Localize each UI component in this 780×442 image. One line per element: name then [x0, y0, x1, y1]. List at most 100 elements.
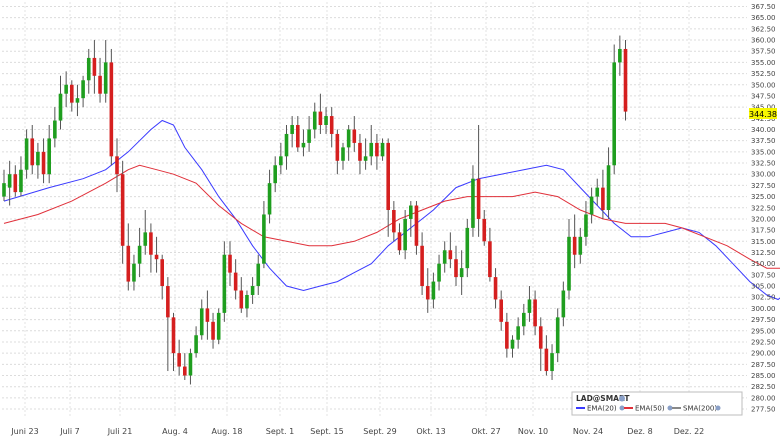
y-tick-label: 352.50	[751, 70, 776, 78]
candle-up	[437, 263, 441, 282]
x-tick-label: Aug. 4	[162, 427, 188, 436]
candle-up	[143, 232, 148, 246]
candle-down	[171, 317, 176, 354]
candle-up	[409, 205, 413, 219]
candle-up	[606, 165, 611, 210]
candle-up	[75, 98, 80, 103]
legend-info-icon[interactable]	[619, 395, 625, 402]
candle-up	[7, 174, 12, 188]
legend-settings-icon[interactable]	[715, 405, 721, 411]
candle-up	[222, 254, 227, 313]
candle-up	[516, 326, 520, 340]
candle-down	[329, 116, 334, 134]
legend-label: SMA(200)	[683, 405, 717, 413]
legend-box	[571, 391, 743, 416]
candle-down	[13, 174, 18, 193]
candles	[2, 35, 628, 385]
x-tick-label: Nov. 10	[518, 427, 548, 436]
y-tick-label: 295.00	[751, 327, 776, 335]
candle-up	[510, 339, 515, 349]
candle-up	[36, 151, 40, 166]
y-tick-label: 350.00	[751, 81, 776, 89]
candle-up	[403, 218, 407, 251]
candle-down	[397, 232, 402, 251]
y-tick-label: 367.50	[751, 3, 776, 11]
candle-down	[499, 299, 503, 322]
last-price-label: 344.38	[749, 110, 777, 119]
candle-down	[160, 259, 164, 287]
candle-down	[414, 205, 419, 246]
candle-up	[47, 138, 51, 175]
moving-averages	[3, 119, 780, 301]
y-axis: 277.50 280.00 282.50 285.00 287.50 290.00 292.…	[751, 3, 776, 414]
legend-branding: LAD@SMART	[576, 394, 630, 403]
ma-line-ema50	[3, 164, 780, 269]
y-tick-label: 315.00	[751, 238, 776, 246]
x-axis: Juni 23 Juli 7 Juli 21 Aug. 4 Aug. 18 Sept. 1…	[10, 427, 704, 436]
y-tick-label: 312.50	[751, 249, 776, 257]
candle-up	[86, 57, 91, 81]
y-tick-label: 355.00	[751, 59, 776, 67]
x-tick-label: Okt. 27	[471, 427, 500, 436]
y-tick-label: 365.00	[751, 14, 776, 22]
candle-down	[233, 272, 238, 291]
candle-down	[335, 133, 340, 161]
candle-down	[623, 48, 628, 112]
candle-down	[296, 125, 300, 148]
candle-up	[442, 250, 447, 264]
candle-down	[425, 286, 430, 300]
candle-up	[522, 312, 526, 327]
x-tick-label: Dez. 8	[627, 427, 652, 436]
candle-up	[363, 156, 368, 161]
y-tick-label: 287.50	[751, 361, 776, 369]
candle-up	[64, 84, 68, 94]
candle-down	[30, 138, 35, 166]
candle-up	[307, 129, 311, 143]
y-tick-label: 280.00	[751, 394, 776, 402]
candle-down	[115, 156, 119, 175]
candle-up	[527, 299, 532, 313]
y-tick-label: 347.50	[751, 92, 776, 100]
candle-down	[476, 178, 481, 219]
candle-up	[53, 120, 57, 139]
legend-settings-icon[interactable]	[667, 405, 673, 411]
y-tick-label: 325.00	[751, 193, 776, 201]
y-tick-label: 285.00	[751, 372, 776, 380]
candle-down	[505, 321, 509, 349]
candle-down	[183, 366, 187, 376]
candle-down	[177, 353, 181, 367]
candle-down	[41, 151, 46, 175]
candle-up	[459, 268, 464, 278]
legend-items: EMA(20) EMA(50) SMA(200)	[576, 405, 721, 413]
y-tick-label: 327.50	[751, 182, 776, 190]
x-tick-label: Dez. 22	[674, 427, 705, 436]
candle-up	[369, 142, 374, 157]
candle-up	[132, 263, 136, 282]
candle-down	[228, 254, 232, 273]
candle-up	[250, 286, 255, 295]
candle-up	[578, 236, 583, 255]
candle-up	[262, 214, 266, 264]
candle-down	[149, 232, 153, 255]
candle-down	[448, 250, 453, 260]
candle-down	[109, 62, 114, 157]
candle-up	[431, 281, 436, 300]
last-price-box	[749, 108, 777, 119]
candle-down	[533, 299, 537, 327]
candle-up	[245, 294, 249, 309]
candle-down	[154, 254, 159, 260]
y-tick-label: 292.50	[751, 338, 776, 346]
candle-up	[58, 93, 63, 121]
candle-up	[256, 263, 261, 287]
y-tick-label: 305.00	[751, 283, 776, 291]
candle-down	[538, 326, 543, 349]
y-tick-label: 362.50	[751, 25, 776, 33]
x-tick-label: Sept. 29	[363, 427, 396, 436]
y-tick-label: 282.50	[751, 383, 776, 391]
y-tick-label: 357.50	[751, 48, 776, 56]
x-tick-label: Sept. 1	[266, 427, 294, 436]
legend-settings-icon[interactable]	[619, 405, 625, 411]
x-tick-label: Juni 23	[10, 427, 38, 436]
legend-label: EMA(50)	[635, 405, 665, 413]
